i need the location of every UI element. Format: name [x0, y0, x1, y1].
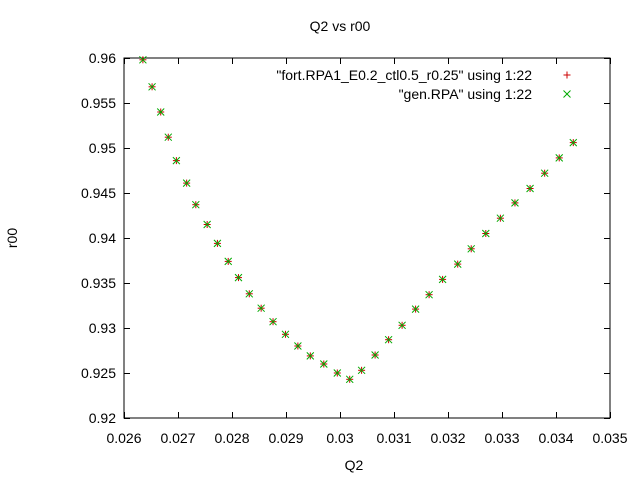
- data-point-series-2: [496, 214, 505, 223]
- y-tick-label: 0.94: [89, 230, 116, 246]
- y-tick-label: 0.925: [81, 365, 116, 381]
- x-tick-label: 0.03: [326, 430, 353, 446]
- data-point-series-2: [156, 108, 165, 116]
- x-tick-label: 0.026: [106, 430, 141, 446]
- data-point-series-2: [467, 244, 476, 253]
- data-point-series-2: [319, 360, 328, 368]
- data-point-series-2: [294, 342, 302, 350]
- x-tick-label: 0.032: [430, 430, 465, 446]
- data-point-series-2: [306, 352, 315, 360]
- data-point-series-2: [526, 184, 534, 193]
- data-point-series-2: [569, 138, 578, 147]
- data-point-series-2: [269, 317, 277, 326]
- ticks-group: 0.026 0.027 0.028 0.029 0.03 0.031 0.032 0.033 0…: [81, 50, 628, 446]
- marks-group: [139, 55, 578, 384]
- y-tick-label: 0.935: [81, 275, 116, 291]
- data-point-series-2: [172, 156, 181, 165]
- x-axis-label: Q2: [345, 457, 364, 473]
- data-point-series-2: [398, 321, 406, 330]
- data-point-series-2: [333, 369, 342, 377]
- data-point-series-2: [139, 55, 147, 64]
- data-point-series-2: [371, 351, 379, 359]
- data-point-series-2: [164, 133, 173, 142]
- y-tick-label: 0.96: [89, 50, 116, 66]
- y-tick-label: 0.945: [81, 185, 116, 201]
- data-point-series-2: [540, 169, 549, 178]
- legend-marker-series-1: [563, 71, 571, 79]
- y-tick-label: 0.95: [89, 140, 116, 156]
- legend: "fort.RPA1_E0.2_ctl0.5_r0.25" using 1:22…: [276, 67, 571, 102]
- x-tick-label: 0.031: [376, 430, 411, 446]
- data-point-series-2: [213, 239, 222, 248]
- data-point-series-2: [257, 304, 266, 313]
- y-tick-label: 0.92: [89, 410, 116, 426]
- y-tick-label: 0.955: [81, 95, 116, 111]
- x-tick-label: 0.029: [268, 430, 303, 446]
- y-tick-label: 0.93: [89, 320, 116, 336]
- data-point-series-2: [357, 366, 366, 375]
- data-point-series-2: [203, 220, 212, 229]
- legend-label-series-1: "fort.RPA1_E0.2_ctl0.5_r0.25" using 1:22: [276, 67, 532, 83]
- x-tick-label: 0.034: [538, 430, 573, 446]
- legend-marker-series-2: [563, 90, 571, 98]
- data-point-series-2: [438, 275, 447, 284]
- legend-label-series-2: "gen.RPA" using 1:22: [399, 86, 533, 102]
- data-point-series-2: [182, 179, 191, 187]
- data-point-series-2: [425, 290, 433, 299]
- data-point-series-2: [511, 199, 519, 207]
- y-axis-label: r00: [4, 228, 20, 248]
- data-point-series-2: [453, 260, 462, 268]
- data-point-series-2: [234, 273, 243, 282]
- x-tick-label: 0.028: [214, 430, 249, 446]
- chart-title: Q2 vs r00: [310, 18, 371, 34]
- data-point-series-2: [411, 305, 420, 313]
- data-point-series-2: [245, 289, 254, 298]
- x-tick-label: 0.033: [484, 430, 519, 446]
- data-point-series-2: [281, 330, 290, 339]
- data-point-series-2: [555, 154, 564, 162]
- data-point-series-2: [384, 335, 393, 344]
- x-tick-label: 0.035: [592, 430, 627, 446]
- x-tick-label: 0.027: [160, 430, 195, 446]
- data-point-series-2: [224, 257, 233, 266]
- data-point-series-2: [148, 82, 156, 91]
- data-point-series-2: [481, 229, 490, 238]
- data-point-series-2: [191, 200, 200, 209]
- data-point-series-2: [345, 375, 354, 384]
